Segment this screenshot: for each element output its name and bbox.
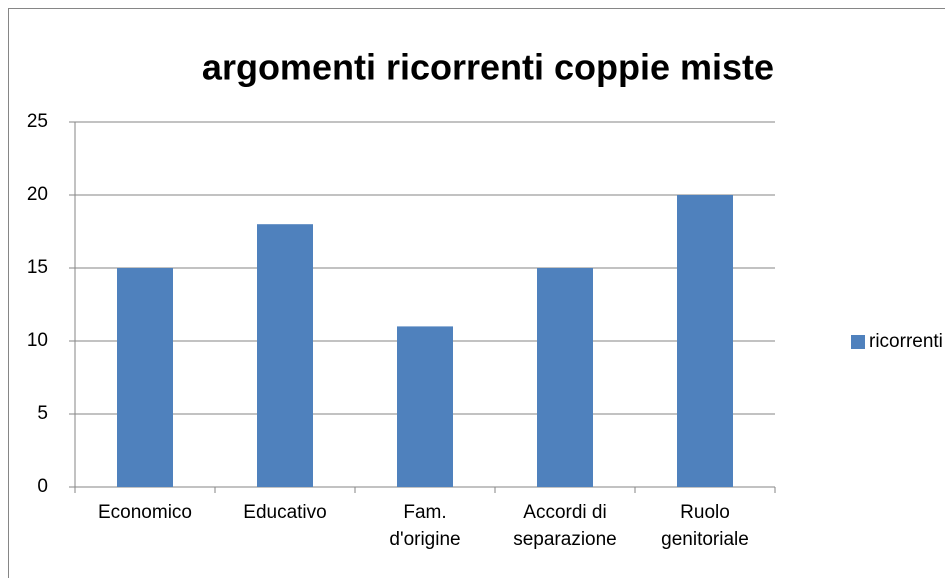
chart-title: argomenti ricorrenti coppie miste xyxy=(202,47,774,88)
x-tick-label: Accordi di separazione xyxy=(513,502,617,550)
legend-swatch xyxy=(851,335,865,349)
x-tick-label: Educativo xyxy=(243,502,327,523)
x-tick-label: Ruolo genitoriale xyxy=(661,502,749,550)
y-tick-label: 5 xyxy=(37,403,48,424)
y-tick-label: 20 xyxy=(27,184,48,205)
y-tick-label: 15 xyxy=(27,257,48,278)
x-tick-label: Fam. d'origine xyxy=(389,502,461,550)
y-tick-label: 10 xyxy=(27,330,48,351)
x-tick-label: Economico xyxy=(98,502,192,523)
bar xyxy=(397,326,453,487)
bar xyxy=(537,268,593,487)
y-tick-label: 25 xyxy=(27,111,48,132)
legend-label: ricorrenti xyxy=(869,331,943,352)
y-tick-label: 0 xyxy=(37,476,48,497)
bar xyxy=(117,268,173,487)
bar xyxy=(257,224,313,487)
bar xyxy=(677,195,733,487)
